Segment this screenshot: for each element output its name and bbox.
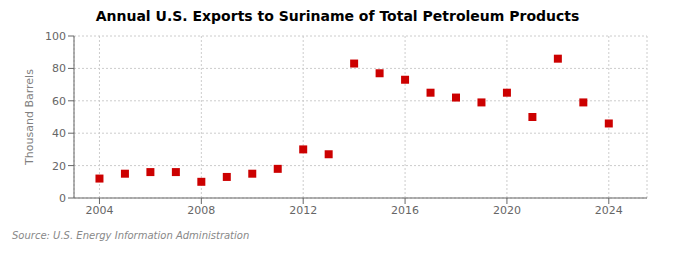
svg-text:Thousand Barrels: Thousand Barrels xyxy=(23,69,36,166)
svg-text:80: 80 xyxy=(52,62,66,75)
svg-text:2024: 2024 xyxy=(595,204,623,217)
svg-text:60: 60 xyxy=(52,95,66,108)
html-text:Source: U.S. Energy Informatio: Source: U.S. Energy Information Administ… xyxy=(12,230,250,241)
svg-text:2020: 2020 xyxy=(493,204,521,217)
svg-text:2004: 2004 xyxy=(85,204,113,217)
html-text:Annual U.S. Exports to Surinam: Annual U.S. Exports to Suriname of Total… xyxy=(95,8,580,24)
svg-text:20: 20 xyxy=(52,160,66,173)
svg-text:100: 100 xyxy=(45,30,66,43)
svg-text:2012: 2012 xyxy=(289,204,317,217)
svg-text:2008: 2008 xyxy=(187,204,215,217)
svg-text:40: 40 xyxy=(52,127,66,140)
svg-text:0: 0 xyxy=(59,192,66,205)
svg-text:2016: 2016 xyxy=(391,204,419,217)
